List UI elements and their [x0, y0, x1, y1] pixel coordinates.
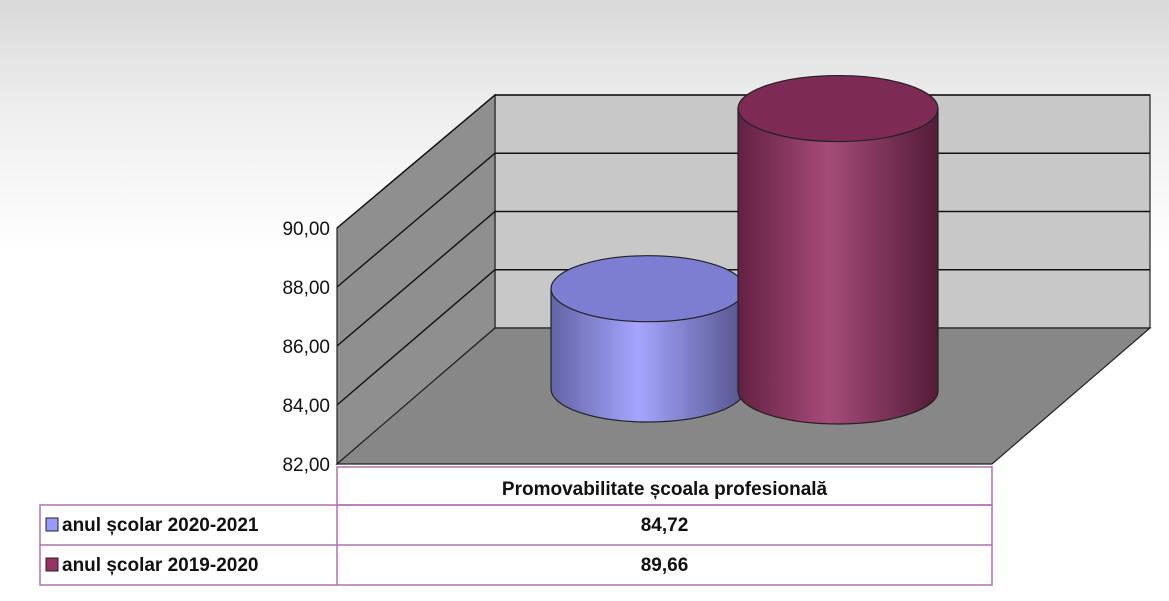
data-table-value: 89,66	[641, 555, 689, 576]
y-tick-label: 86,00	[282, 337, 330, 358]
legend-key-label: anul școlar 2019-2020	[62, 555, 258, 576]
cylinder-top	[737, 74, 939, 143]
y-tick-label: 90,00	[282, 219, 330, 240]
cylinder-top	[550, 255, 746, 323]
y-tick-label: 82,00	[282, 455, 330, 476]
legend-key-label: anul școlar 2020-2021	[62, 515, 259, 536]
cylinder-body	[737, 107, 939, 425]
cylinder-bar-2	[737, 74, 939, 425]
legend-key-swatch	[45, 557, 59, 572]
cylinder-bar-1	[550, 255, 746, 423]
gridline	[336, 94, 1150, 229]
data-table-value: 84,72	[641, 515, 689, 536]
cylinder-body	[550, 288, 746, 423]
y-tick-label: 88,00	[282, 278, 330, 299]
y-tick-label: 84,00	[282, 396, 330, 417]
legend-key-swatch	[45, 517, 59, 532]
data-table-header-label: Promovabilitate școala profesională	[502, 479, 828, 500]
